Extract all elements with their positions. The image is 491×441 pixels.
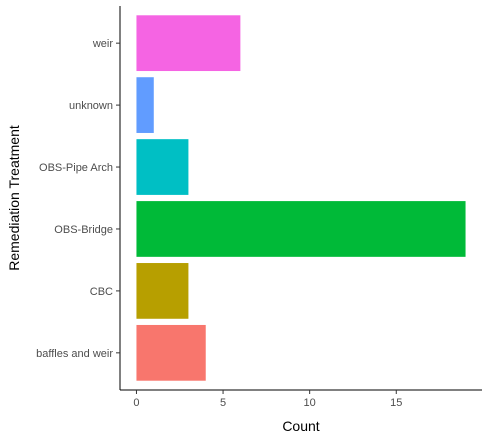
y-tick-label: weir xyxy=(92,38,114,50)
bar-obs-pipe-arch xyxy=(136,139,189,195)
y-axis-ticks: baffles and weir CBC OBS-Bridge OBS-Pipe Ar… xyxy=(36,38,120,360)
y-tick-label: unknown xyxy=(69,100,113,112)
x-tick-label: 10 xyxy=(304,397,316,409)
x-axis-title: Count xyxy=(282,418,319,434)
bar-cbc xyxy=(136,263,189,319)
y-tick-label: OBS-Pipe Arch xyxy=(39,162,113,174)
y-tick-label: CBC xyxy=(90,286,113,298)
x-axis-ticks: 0 5 10 15 xyxy=(133,390,402,409)
bars xyxy=(136,15,466,381)
y-axis-title: Remediation Treatment xyxy=(6,125,22,271)
bar-weir xyxy=(136,15,241,72)
y-tick-label: OBS-Bridge xyxy=(54,224,113,236)
bar-baffles-and-weir xyxy=(136,324,206,381)
y-tick-label: baffles and weir xyxy=(36,348,113,360)
bar-obs-bridge xyxy=(136,201,466,257)
x-tick-label: 15 xyxy=(390,397,402,409)
bar-unknown xyxy=(136,77,154,133)
x-tick-label: 0 xyxy=(133,397,139,409)
x-tick-label: 5 xyxy=(220,397,226,409)
